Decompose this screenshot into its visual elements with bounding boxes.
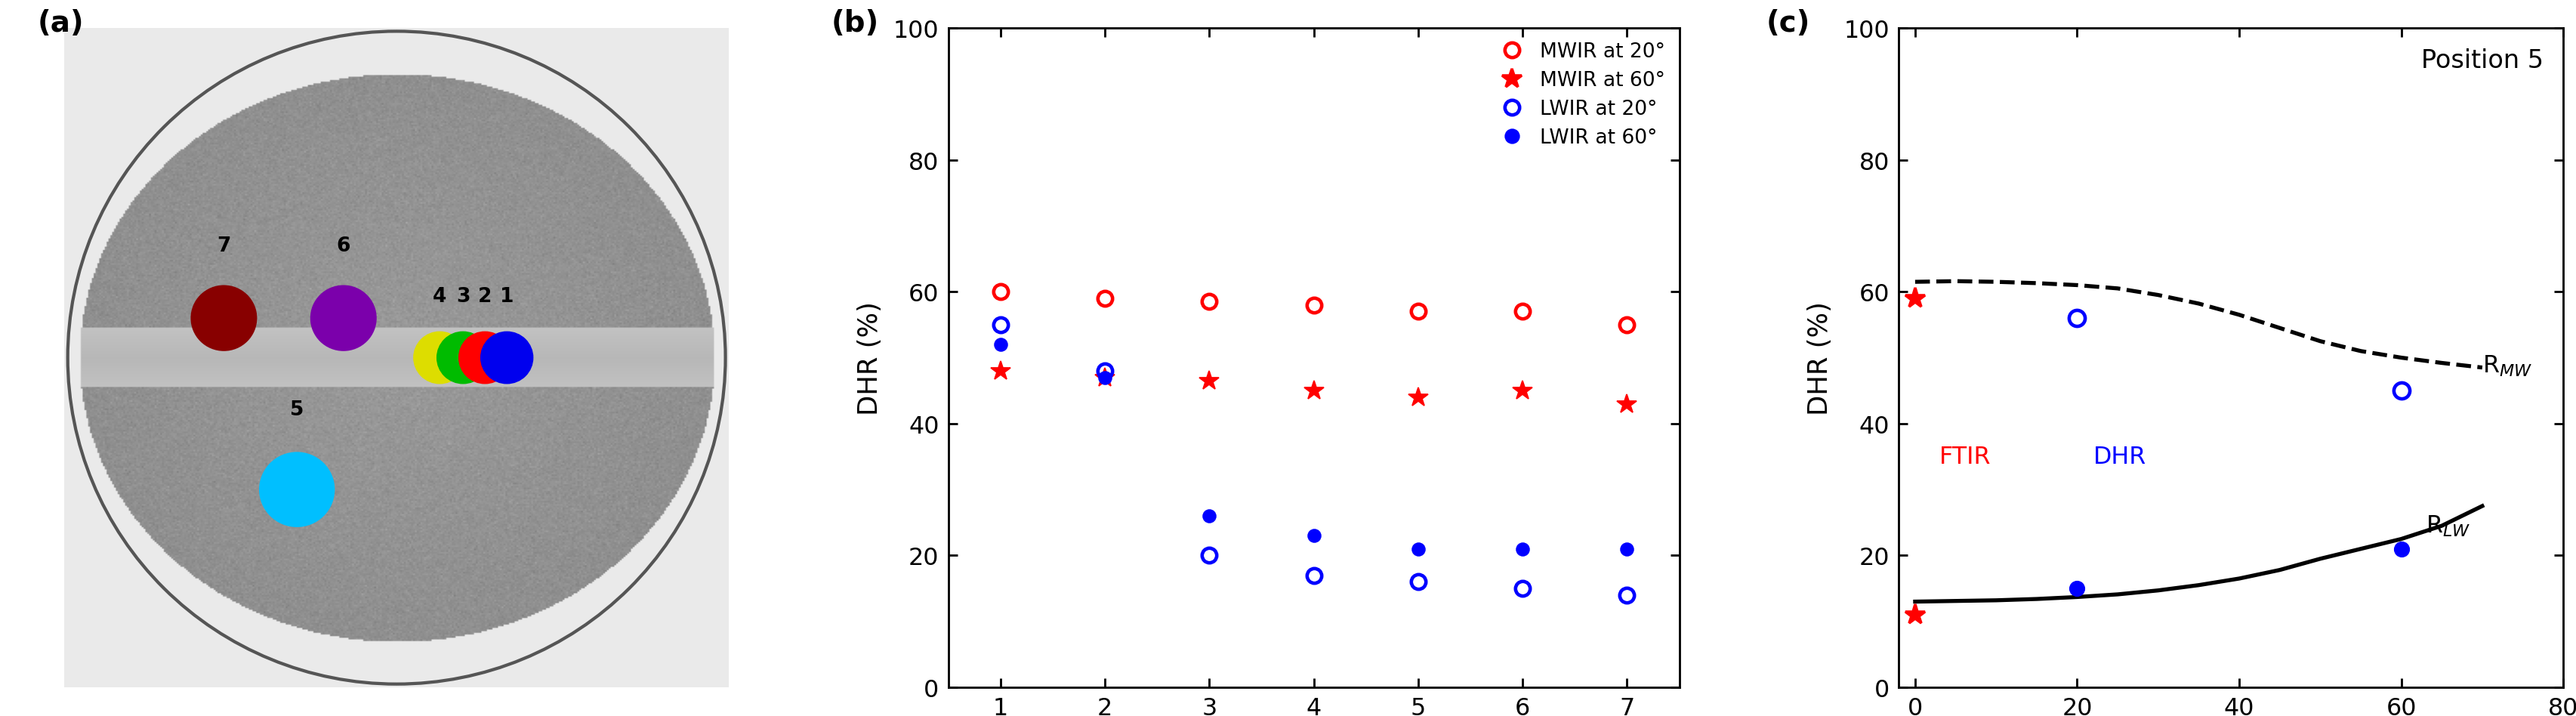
Circle shape (438, 333, 489, 383)
Legend: MWIR at 20°, MWIR at 60°, LWIR at 20°, LWIR at 60°: MWIR at 20°, MWIR at 60°, LWIR at 20°, L… (1484, 34, 1674, 156)
Circle shape (260, 453, 332, 526)
Text: (b): (b) (832, 9, 878, 37)
Text: (a): (a) (39, 9, 85, 37)
Text: FTIR: FTIR (1940, 445, 1991, 469)
Text: 6: 6 (337, 236, 350, 256)
Text: 3: 3 (456, 286, 469, 306)
Y-axis label: DHR (%): DHR (%) (858, 301, 884, 415)
Text: Position 5: Position 5 (2421, 49, 2543, 73)
Text: R$_{MW}$: R$_{MW}$ (2483, 354, 2532, 378)
Text: 7: 7 (216, 236, 232, 256)
Text: DHR: DHR (2094, 445, 2146, 469)
Text: 1: 1 (500, 286, 513, 306)
Text: 4: 4 (433, 286, 446, 306)
Circle shape (459, 333, 510, 383)
Text: 5: 5 (291, 400, 304, 420)
Text: 2: 2 (479, 286, 492, 306)
Circle shape (415, 333, 466, 383)
Text: (c): (c) (1767, 9, 1811, 37)
Y-axis label: DHR (%): DHR (%) (1808, 301, 1834, 415)
Circle shape (193, 287, 255, 350)
Text: R$_{LW}$: R$_{LW}$ (2427, 514, 2470, 538)
Circle shape (312, 287, 376, 350)
Circle shape (482, 333, 533, 383)
